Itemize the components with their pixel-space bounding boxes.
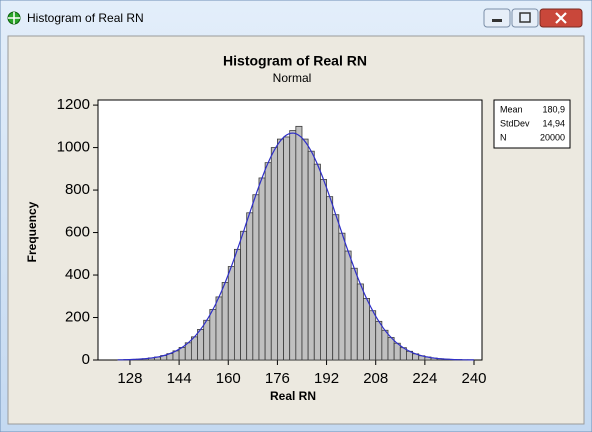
x-tick-label: 208	[363, 370, 388, 387]
bar	[326, 196, 334, 361]
bar	[240, 230, 248, 361]
y-tick-label: 600	[65, 224, 90, 241]
app-icon-cross	[8, 12, 20, 24]
bar	[184, 342, 192, 361]
stat-name: N	[500, 132, 507, 142]
chart-subtitle: Normal	[273, 71, 312, 85]
y-tick-label: 1000	[57, 139, 90, 156]
bar	[277, 138, 284, 361]
y-tick-label: 200	[65, 308, 90, 325]
y-axis-label: Frequency	[25, 201, 39, 262]
bar	[350, 267, 358, 361]
x-tick-label: 160	[216, 370, 241, 387]
bar	[252, 194, 260, 361]
x-tick-label: 224	[412, 370, 437, 387]
window-title: Histogram of Real RN	[27, 11, 144, 25]
bar	[356, 283, 364, 361]
y-tick-label: 400	[65, 266, 90, 283]
y-tick-label: 1200	[57, 96, 90, 113]
bar	[215, 296, 223, 361]
x-tick-label: 128	[117, 370, 142, 387]
bar	[332, 214, 340, 361]
x-tick-label: 192	[314, 370, 339, 387]
bar	[320, 179, 327, 361]
close-icon	[555, 12, 567, 24]
stat-value: 180,9	[542, 104, 565, 114]
bar	[301, 138, 309, 361]
stats-box	[493, 99, 571, 149]
bar	[344, 250, 352, 361]
stat-name: Mean	[500, 104, 523, 114]
bar	[283, 136, 291, 361]
bar	[295, 125, 303, 361]
bar	[381, 329, 389, 361]
bar	[209, 309, 217, 361]
minimize-icon	[492, 19, 502, 22]
bar	[338, 232, 346, 361]
bar	[393, 342, 401, 361]
stat-value: 20000	[540, 132, 565, 142]
maximize-icon	[519, 12, 531, 23]
bar	[264, 162, 272, 361]
x-tick-label: 144	[167, 370, 192, 387]
bar	[289, 130, 297, 361]
x-tick-label: 176	[265, 370, 290, 387]
bar	[258, 177, 266, 361]
bar	[197, 329, 205, 361]
y-tick-label: 0	[82, 351, 90, 368]
bar	[233, 248, 241, 361]
minimize-button[interactable]	[483, 8, 511, 28]
bar	[375, 320, 383, 361]
stat-value: 14,94	[542, 118, 565, 128]
maximize-button[interactable]	[511, 8, 539, 28]
y-tick-label: 800	[65, 181, 90, 198]
x-axis-label: Real RN	[270, 389, 316, 403]
bar	[387, 337, 395, 361]
normal-curve	[117, 132, 474, 361]
bar	[307, 150, 315, 361]
bar	[363, 297, 370, 361]
bar	[190, 336, 198, 361]
bar	[227, 266, 235, 361]
bar	[369, 310, 377, 361]
chart-title: Histogram of Real RN	[223, 53, 367, 69]
bar	[221, 282, 229, 361]
bar	[246, 212, 254, 361]
stat-name: StdDev	[500, 118, 530, 128]
x-tick-label: 240	[461, 370, 486, 387]
bar	[203, 319, 211, 361]
bar	[270, 147, 278, 361]
bar	[313, 163, 321, 361]
